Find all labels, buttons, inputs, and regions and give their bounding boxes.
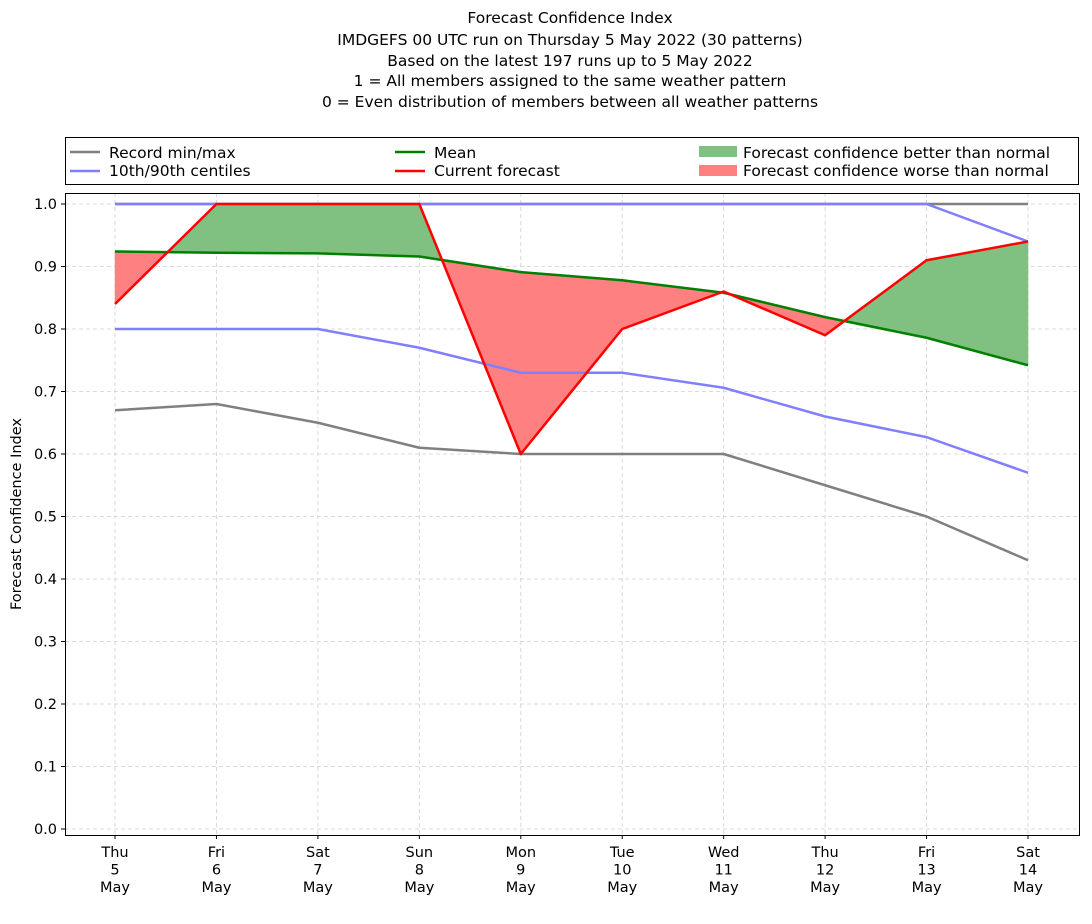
x-tick-label-part: 7 — [313, 863, 322, 879]
fill-worse-than-normal — [520, 271, 623, 455]
legend-label-centiles: 10th/90th centiles — [109, 162, 251, 180]
x-tick-label-part: Tue — [609, 845, 635, 861]
y-tick-label: 0.3 — [34, 635, 57, 651]
x-tick-label: Thu 12 May — [810, 845, 840, 896]
fill-better-than-normal — [843, 259, 927, 339]
plot-area: 0.00.10.20.30.40.50.60.70.80.91.0 Thu 5 Ma… — [9, 193, 1080, 896]
fill-better-than-normal — [317, 203, 420, 257]
fill-better-than-normal — [926, 241, 1029, 366]
x-tick-label-part: Thu — [100, 845, 128, 861]
x-tick-label: Fri 13 May — [912, 845, 942, 896]
y-tick-label: 0.9 — [34, 260, 57, 276]
x-tick-label-part: 6 — [212, 863, 221, 879]
legend-label-record: Record min/max — [109, 144, 236, 162]
x-tick-label-part: May — [1013, 880, 1043, 896]
x-tick-label-part: May — [201, 880, 231, 896]
title-line: Based on the latest 197 runs up to 5 May… — [387, 52, 752, 70]
legend-label-worse: Forecast confidence worse than normal — [743, 162, 1049, 180]
series-line-record-min — [114, 402, 1029, 562]
x-tick-label-part: May — [912, 880, 942, 896]
title-line: Forecast Confidence Index — [467, 9, 672, 27]
y-axis-label: Forecast Confidence Index — [9, 418, 25, 610]
y-tick-label: 0.0 — [34, 822, 57, 838]
x-tick-label-part: 9 — [516, 863, 525, 879]
x-tick-label-part: May — [100, 880, 130, 896]
x-tick-label-part: 5 — [110, 863, 119, 879]
y-tick-label: 0.4 — [34, 572, 57, 588]
x-tick-label: Sat 14 May — [1013, 845, 1043, 896]
x-tick-label-part: May — [709, 880, 739, 896]
x-tick-label-part: 14 — [1019, 863, 1037, 879]
series-line-p10 — [115, 327, 1029, 474]
legend-label-mean: Mean — [434, 144, 476, 162]
fill-better-than-normal — [216, 203, 319, 254]
x-tick-label-part: May — [404, 880, 434, 896]
x-tick-label-part: May — [303, 880, 333, 896]
y-tick-label: 0.6 — [34, 447, 57, 463]
legend-swatch-better — [699, 146, 737, 157]
axes-frame — [65, 193, 1080, 836]
x-tick-label-part: 12 — [816, 863, 834, 879]
x-tick-label-part: Fri — [208, 845, 225, 861]
legend-frame — [65, 137, 1079, 185]
x-tick-label-part: May — [607, 880, 637, 896]
legend-label-better: Forecast confidence better than normal — [743, 144, 1050, 162]
series-line-current — [114, 202, 1029, 456]
x-tick-label-part: 13 — [917, 863, 935, 879]
legend: Record min/max 10th/90th centiles Mean C… — [65, 137, 1079, 185]
series-lines — [114, 202, 1029, 562]
x-tick-label-part: 8 — [415, 863, 424, 879]
x-tick-label: Wed 11 May — [708, 845, 740, 896]
x-tick-label: Mon 9 May — [505, 845, 536, 896]
legend-label-current: Current forecast — [434, 162, 560, 180]
y-tick-label: 1.0 — [34, 197, 57, 213]
x-tick-label-part: Mon — [505, 845, 536, 861]
x-tick-label: Sat 7 May — [303, 845, 333, 896]
x-tick-label-part: Thu — [810, 845, 838, 861]
x-tick-label-part: May — [810, 880, 840, 896]
y-tick-label: 0.2 — [34, 697, 57, 713]
x-tick-label-part: Sun — [406, 845, 434, 861]
x-tick-label-part: 11 — [714, 863, 732, 879]
legend-swatch-worse — [699, 165, 737, 176]
x-tick-label-part: Wed — [708, 845, 740, 861]
x-tick-label: Fri 6 May — [201, 845, 231, 896]
title-line: IMDGEFS 00 UTC run on Thursday 5 May 202… — [337, 31, 802, 49]
x-tick-label-part: Sat — [306, 845, 330, 861]
x-tick-label: Sun 8 May — [404, 845, 434, 896]
x-tick-label-part: May — [506, 880, 536, 896]
y-tick-label: 0.1 — [34, 760, 57, 776]
series-line-mean — [114, 250, 1029, 367]
x-tick-label-part: Fri — [918, 845, 935, 861]
x-tick-label: Thu 5 May — [100, 845, 130, 896]
chart-title: Forecast Confidence Index IMDGEFS 00 UTC… — [322, 9, 818, 111]
y-tick-label: 0.7 — [34, 385, 57, 401]
x-tick-label-part: 10 — [613, 863, 631, 879]
x-tick-label: Tue 10 May — [607, 845, 637, 896]
title-line: 0 = Even distribution of members between… — [322, 93, 818, 111]
y-axis: 0.0 0.1 0.2 0.3 0.4 0.5 0.6 0.7 0.8 0.9 1.0 — [34, 197, 65, 838]
y-tick-label: 0.5 — [34, 510, 57, 526]
title-line: 1 = All members assigned to the same wea… — [354, 72, 787, 90]
x-tick-label-part: Sat — [1016, 845, 1040, 861]
y-tick-label: 0.8 — [34, 322, 57, 338]
